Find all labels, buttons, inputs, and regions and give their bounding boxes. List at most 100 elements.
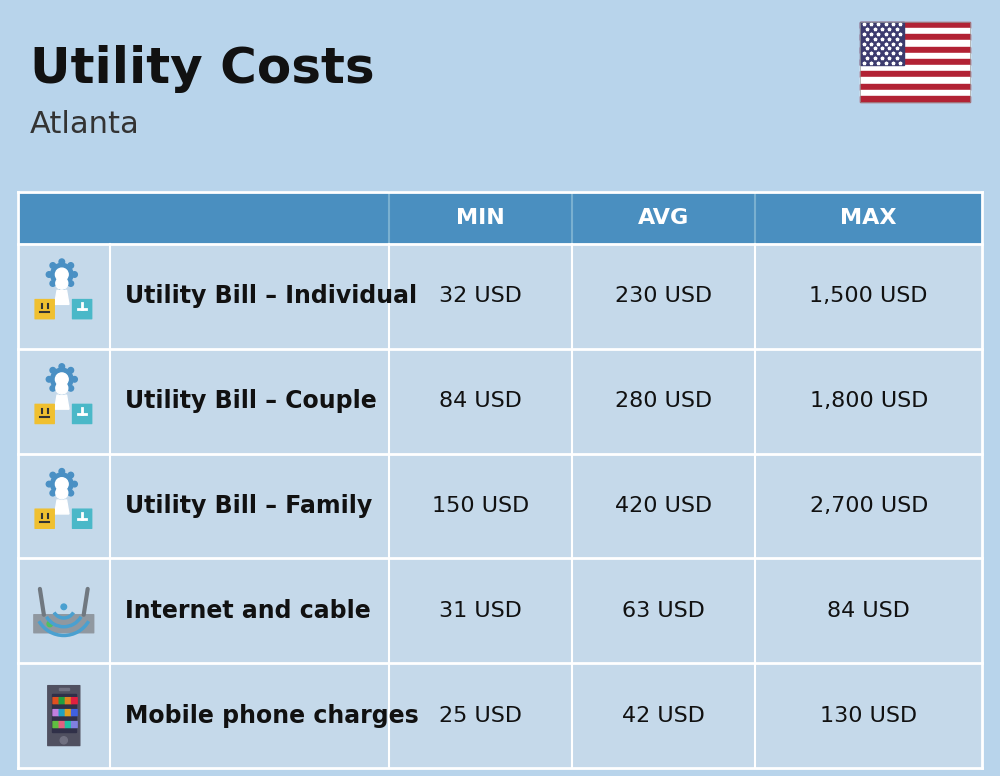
Text: 1,500 USD: 1,500 USD [809, 286, 928, 307]
FancyBboxPatch shape [73, 404, 92, 424]
Text: MIN: MIN [456, 208, 505, 228]
Polygon shape [55, 290, 69, 304]
FancyBboxPatch shape [72, 698, 77, 704]
Circle shape [68, 386, 74, 391]
Circle shape [47, 621, 53, 627]
Text: 31 USD: 31 USD [439, 601, 522, 621]
Polygon shape [55, 500, 69, 514]
Circle shape [56, 487, 68, 499]
Circle shape [46, 376, 52, 382]
Circle shape [46, 481, 52, 487]
Bar [18, 192, 982, 244]
FancyBboxPatch shape [53, 698, 59, 704]
FancyBboxPatch shape [35, 300, 54, 319]
Circle shape [50, 368, 56, 373]
Circle shape [68, 281, 74, 286]
Bar [18, 454, 982, 559]
Circle shape [50, 281, 56, 286]
FancyBboxPatch shape [65, 698, 71, 704]
Bar [860, 84, 970, 90]
Circle shape [59, 259, 65, 265]
Circle shape [50, 263, 56, 268]
Polygon shape [55, 395, 69, 409]
Circle shape [59, 469, 65, 474]
Circle shape [68, 490, 74, 496]
Bar [59, 688, 69, 690]
Bar [52, 694, 76, 732]
Circle shape [50, 490, 56, 496]
Bar [860, 22, 970, 102]
Text: Mobile phone charges: Mobile phone charges [125, 704, 418, 728]
Bar [860, 40, 970, 47]
Bar [860, 78, 970, 84]
FancyBboxPatch shape [35, 509, 54, 528]
Circle shape [50, 386, 56, 391]
Bar [860, 47, 970, 53]
Circle shape [56, 382, 68, 394]
Circle shape [72, 376, 77, 382]
FancyBboxPatch shape [53, 722, 59, 728]
Text: 2,700 USD: 2,700 USD [810, 496, 928, 516]
Text: 84 USD: 84 USD [439, 391, 522, 411]
Circle shape [56, 277, 68, 289]
Text: 42 USD: 42 USD [622, 705, 705, 726]
Circle shape [55, 373, 68, 386]
Circle shape [51, 473, 73, 495]
FancyBboxPatch shape [73, 300, 92, 319]
Bar [18, 244, 982, 348]
Circle shape [68, 473, 74, 478]
Bar [860, 34, 970, 40]
Circle shape [61, 604, 67, 610]
Circle shape [59, 390, 65, 395]
Text: MAX: MAX [840, 208, 897, 228]
Bar [860, 59, 970, 65]
Circle shape [59, 364, 65, 369]
Circle shape [51, 368, 73, 390]
FancyBboxPatch shape [34, 615, 94, 632]
FancyBboxPatch shape [72, 709, 77, 715]
FancyBboxPatch shape [59, 709, 65, 715]
Circle shape [72, 481, 77, 487]
Bar [860, 65, 970, 71]
Text: 280 USD: 280 USD [615, 391, 712, 411]
Text: Utility Bill – Individual: Utility Bill – Individual [125, 284, 417, 308]
FancyBboxPatch shape [73, 509, 92, 528]
Text: 150 USD: 150 USD [432, 496, 529, 516]
Text: Utility Bill – Family: Utility Bill – Family [125, 494, 372, 518]
Circle shape [72, 272, 77, 277]
Bar [18, 348, 982, 454]
Bar [860, 96, 970, 102]
Bar [18, 663, 982, 768]
Circle shape [60, 736, 67, 744]
Text: 420 USD: 420 USD [615, 496, 712, 516]
FancyBboxPatch shape [65, 722, 71, 728]
Text: 32 USD: 32 USD [439, 286, 522, 307]
FancyBboxPatch shape [72, 722, 77, 728]
Bar [860, 90, 970, 96]
Circle shape [59, 285, 65, 290]
FancyBboxPatch shape [48, 686, 80, 746]
FancyBboxPatch shape [35, 404, 54, 424]
Circle shape [46, 272, 52, 277]
Circle shape [50, 473, 56, 478]
Bar [860, 53, 970, 59]
Circle shape [68, 263, 74, 268]
Bar [860, 22, 904, 65]
Text: Utility Bill – Couple: Utility Bill – Couple [125, 390, 376, 413]
Text: 63 USD: 63 USD [622, 601, 705, 621]
FancyBboxPatch shape [59, 698, 65, 704]
Circle shape [59, 494, 65, 500]
Text: Atlanta: Atlanta [30, 110, 140, 139]
Bar [860, 71, 970, 78]
FancyBboxPatch shape [53, 709, 59, 715]
Circle shape [68, 368, 74, 373]
Circle shape [55, 478, 68, 490]
FancyBboxPatch shape [59, 722, 65, 728]
Text: AVG: AVG [638, 208, 690, 228]
Text: 84 USD: 84 USD [827, 601, 910, 621]
FancyBboxPatch shape [65, 709, 71, 715]
Bar [18, 559, 982, 663]
Circle shape [55, 268, 68, 281]
Circle shape [51, 263, 73, 286]
Bar [860, 22, 970, 28]
